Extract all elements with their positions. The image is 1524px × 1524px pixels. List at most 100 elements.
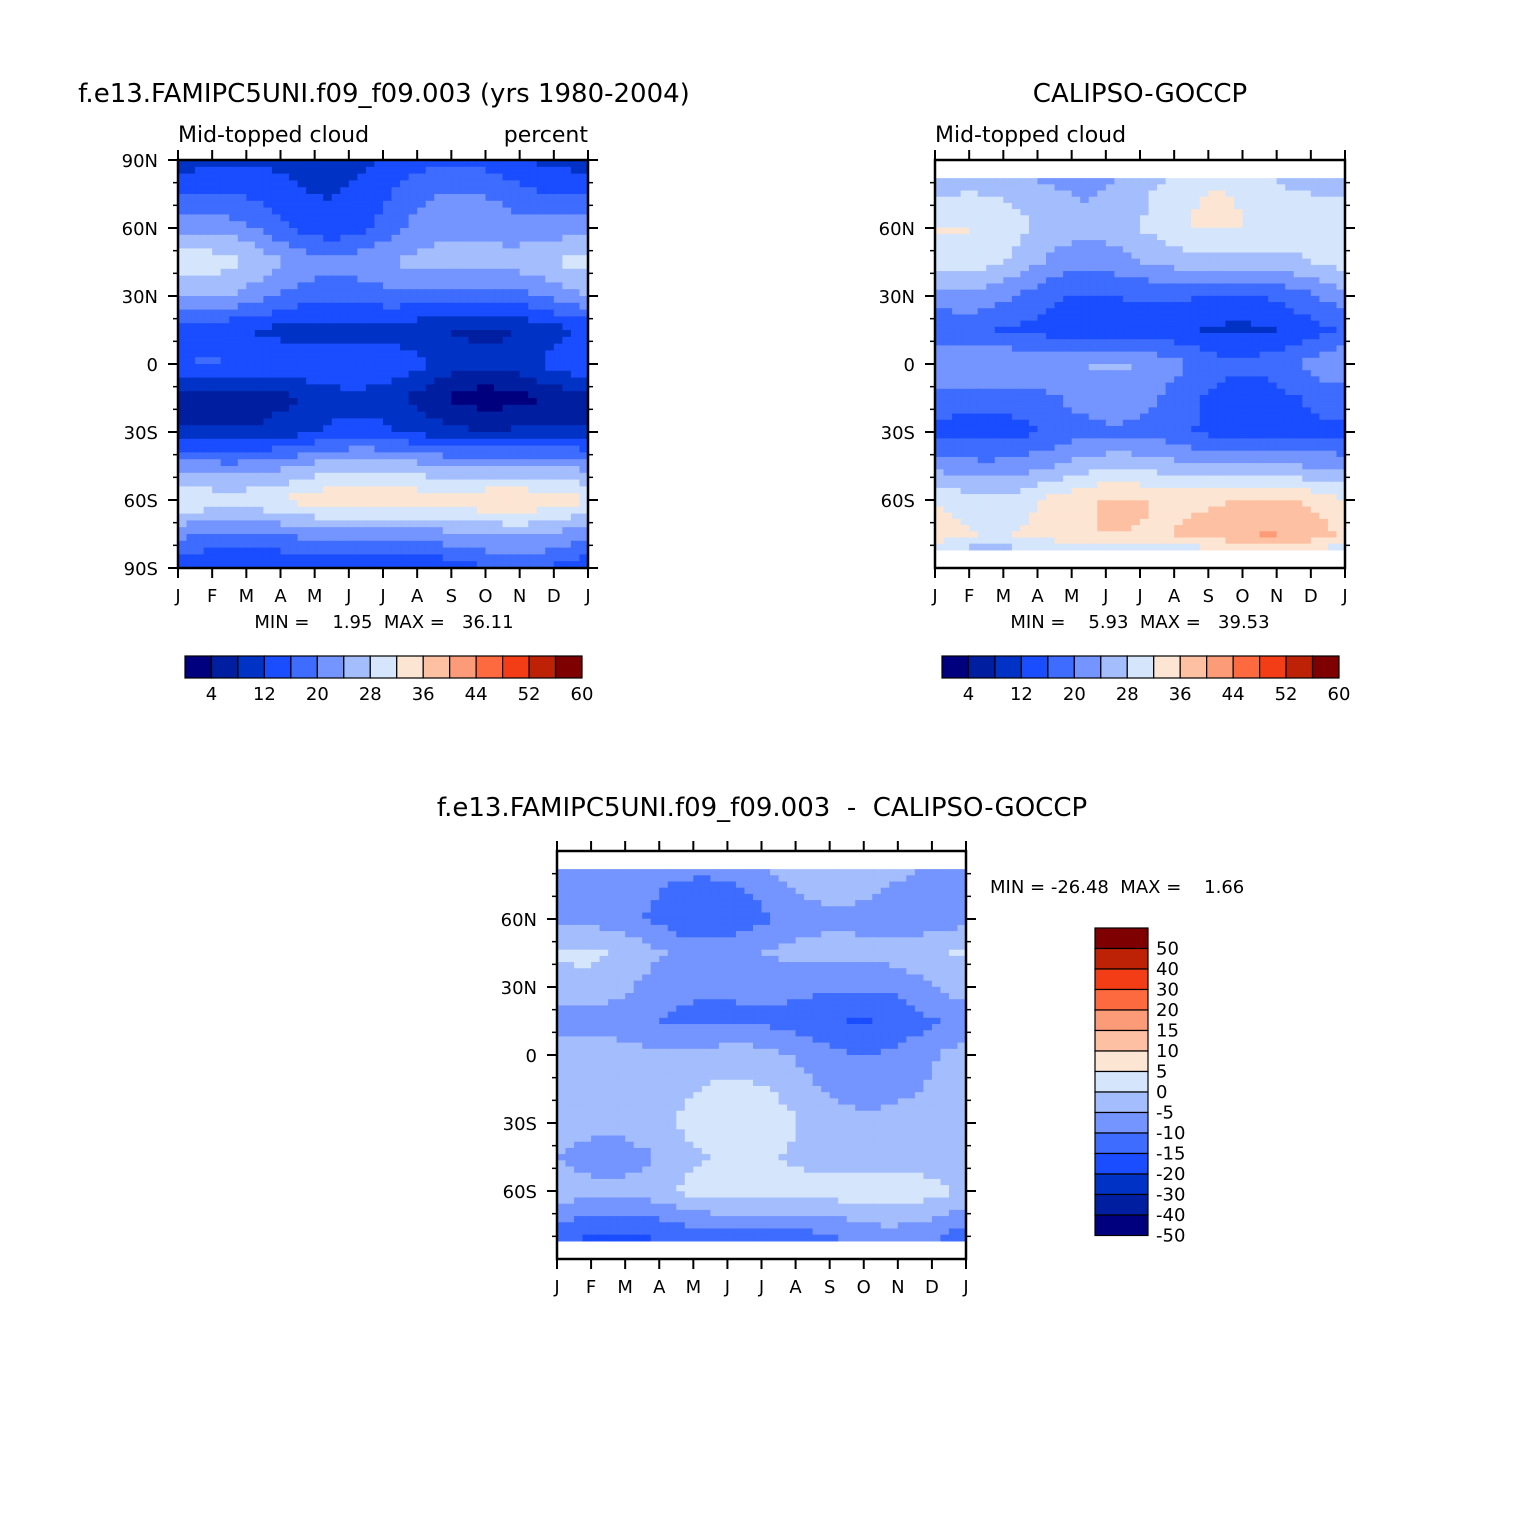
heatmap-cell — [1054, 351, 1064, 359]
heatmap-cell — [1251, 283, 1261, 291]
heatmap-cell — [1225, 425, 1235, 433]
heatmap-cell — [348, 540, 358, 549]
heatmap-cell — [476, 459, 487, 467]
heatmap-cell — [340, 336, 350, 345]
heatmap-cell — [400, 336, 410, 345]
heatmap-cell — [459, 289, 470, 297]
heatmap-cell — [1114, 357, 1124, 365]
heatmap-cell — [306, 323, 316, 331]
heatmap-cell — [280, 160, 290, 168]
heatmap-cell — [562, 262, 572, 270]
heatmap-cell — [271, 370, 282, 379]
heatmap-cell — [220, 316, 230, 324]
heatmap-cell — [562, 472, 572, 481]
heatmap-cell — [1225, 209, 1235, 216]
heatmap-cell — [502, 445, 512, 453]
heatmap-cell — [417, 343, 427, 351]
heatmap-cell — [195, 418, 205, 426]
heatmap-cell — [254, 309, 265, 317]
heatmap-cell — [323, 527, 333, 535]
heatmap-cell — [289, 275, 299, 283]
heatmap-cell — [237, 214, 247, 222]
heatmap-cell — [383, 166, 393, 175]
heatmap-cell — [519, 411, 529, 419]
heatmap-cell — [365, 540, 376, 549]
heatmap-cell — [1114, 295, 1124, 303]
heatmap-cell — [952, 394, 962, 402]
heatmap-cell — [562, 343, 572, 351]
heatmap-cell — [280, 506, 290, 515]
heatmap-cell — [1020, 283, 1030, 291]
heatmap-cell — [553, 241, 563, 249]
heatmap-cell — [969, 246, 979, 254]
heatmap-cell — [220, 275, 230, 283]
heatmap-cell — [246, 411, 256, 419]
heatmap-cell — [357, 527, 367, 535]
heatmap-cell — [417, 452, 427, 460]
heatmap-cell — [400, 309, 410, 317]
colorbar-label: 60 — [571, 684, 594, 705]
heatmap-cell — [425, 438, 435, 447]
heatmap-cell — [1037, 357, 1047, 365]
heatmap-cell — [536, 425, 546, 433]
heatmap-cell — [519, 160, 529, 168]
heatmap-cell — [1088, 308, 1098, 316]
heatmap-cell — [1037, 407, 1047, 415]
heatmap-cell — [579, 187, 589, 195]
heatmap-cell — [562, 309, 572, 317]
heatmap-cell — [1071, 308, 1081, 316]
heatmap-cell — [502, 466, 512, 474]
heatmap-cell — [237, 452, 247, 460]
heatmap-cell — [1285, 295, 1295, 303]
heatmap-cell — [1336, 339, 1346, 347]
heatmap-cell — [485, 302, 495, 311]
heatmap-cell — [476, 486, 487, 494]
heatmap-cell — [570, 282, 581, 290]
heatmap-cell — [1140, 345, 1150, 353]
heatmap-cell — [1148, 407, 1158, 415]
heatmap-cell — [1302, 314, 1312, 322]
heatmap-cell — [1174, 289, 1184, 297]
heatmap-cell — [1114, 339, 1124, 347]
heatmap-cell — [511, 166, 521, 175]
heatmap-cell — [476, 466, 487, 474]
heatmap-cell — [195, 357, 205, 365]
heatmap-cell — [280, 194, 290, 202]
heatmap-cell — [1251, 382, 1261, 390]
heatmap-cell — [1259, 289, 1269, 297]
heatmap-cell — [994, 202, 1004, 210]
heatmap-cell — [442, 207, 452, 215]
heatmap-cell — [1131, 227, 1141, 235]
heatmap-cell — [1319, 289, 1329, 297]
heatmap-cell — [1233, 258, 1244, 266]
heatmap-cell — [314, 309, 324, 317]
heatmap-cell — [417, 187, 427, 195]
heatmap-cell — [254, 391, 265, 399]
heatmap-cell — [365, 194, 376, 202]
heatmap-cell — [1336, 302, 1346, 309]
heatmap-cell — [306, 411, 316, 419]
heatmap-cell — [1233, 382, 1244, 390]
heatmap-cell — [570, 398, 581, 406]
heatmap-cell — [434, 262, 444, 270]
heatmap-cell — [1268, 382, 1278, 390]
heatmap-cell — [1165, 252, 1175, 260]
heatmap-cell — [562, 493, 572, 501]
heatmap-cell — [459, 268, 470, 277]
heatmap-cell — [1148, 388, 1158, 396]
heatmap-cell — [553, 350, 563, 358]
heatmap-cell — [952, 209, 962, 216]
heatmap-cell — [383, 370, 393, 379]
heatmap-cell — [203, 540, 213, 549]
heatmap-cell — [1327, 345, 1338, 353]
heatmap-cell — [1131, 320, 1141, 328]
heatmap-cell — [314, 343, 324, 351]
heatmap-cell — [186, 391, 196, 399]
heatmap-cell — [425, 377, 435, 385]
heatmap-cell — [323, 540, 333, 549]
heatmap-cell — [297, 513, 307, 521]
heatmap-cell — [570, 479, 581, 487]
heatmap-cell — [494, 554, 504, 562]
heatmap-cell — [1208, 326, 1218, 334]
